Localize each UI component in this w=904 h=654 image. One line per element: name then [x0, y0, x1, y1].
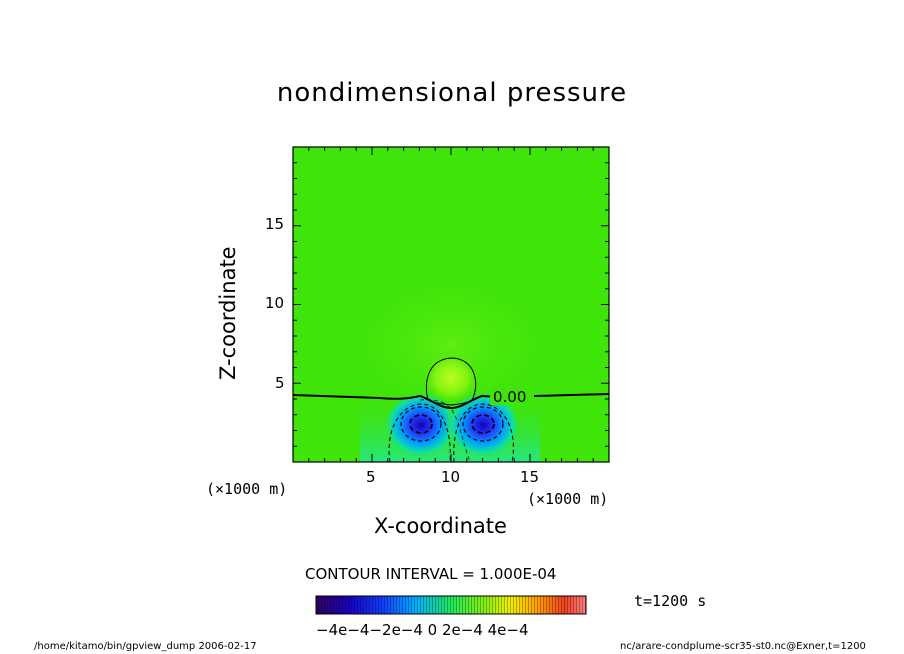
x-axis-label: X-coordinate — [374, 514, 507, 538]
y-axis-label: Z-coordinate — [216, 246, 240, 380]
time-label: t=1200 s — [634, 592, 707, 610]
contour-outer-left — [388, 403, 451, 462]
contour-interval-label: CONTOUR INTERVAL = 1.000E-04 — [305, 565, 557, 583]
field-low-left — [383, 391, 459, 459]
field-low-right — [445, 391, 521, 459]
x-axis-unit: (×1000 m) — [527, 490, 609, 508]
contour-mid-right — [462, 406, 504, 442]
contour-outer-right — [453, 403, 514, 462]
chart-title: nondimensional pressure — [276, 78, 628, 108]
contour-mid-left — [400, 406, 442, 442]
x-tick-5: 5 — [366, 468, 376, 486]
axis-ticks — [293, 147, 609, 462]
x-tick-15: 15 — [520, 468, 540, 486]
y-tick-5: 5 — [275, 374, 285, 392]
contour-inner-left — [409, 414, 433, 434]
y-tick-15: 15 — [265, 215, 285, 233]
footer-left: /home/kitamo/bin/gpview_dump 2006-02-17 — [34, 641, 257, 652]
footer-right: nc/arare-condplume-scr35-st0.nc@Exner,t=… — [620, 641, 866, 652]
colorbar-tick-labels: −4e−4−2e−4 0 2e−4 4e−4 — [316, 621, 529, 639]
y-axis-unit: (×1000 m) — [206, 480, 288, 498]
y-tick-10: 10 — [265, 294, 285, 312]
x-tick-10: 10 — [441, 468, 461, 486]
field-positive-band — [341, 270, 561, 420]
contour-value-label: 0.00 — [493, 388, 527, 406]
contour-inner-right — [471, 414, 495, 434]
